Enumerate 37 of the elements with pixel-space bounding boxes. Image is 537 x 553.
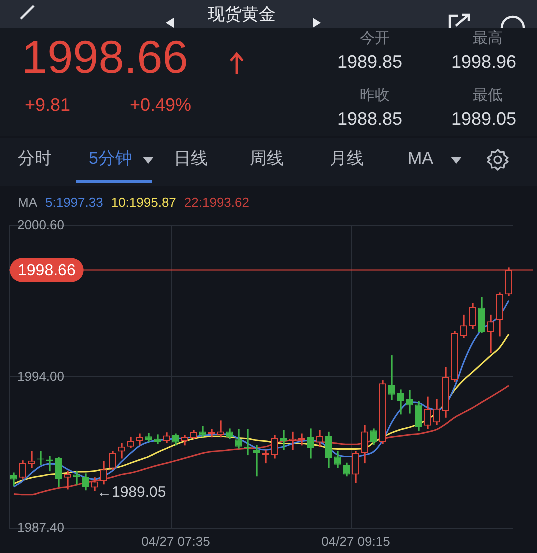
text: 最高 [473,30,503,48]
text: 分时 [18,149,52,170]
candlestick [298,434,306,446]
text: 5分钟 [89,149,132,170]
text: 日线 [174,149,208,170]
legend-title: MA [18,195,38,210]
text: 5:1997.33 [46,195,104,210]
text: +9.81 [25,95,71,117]
text: 1989.05 [451,109,517,131]
text: 昨收 [360,87,390,105]
text: 1998.96 [451,52,517,74]
chart-title: 现货黄金 [208,4,276,26]
text: 1988.85 [337,109,403,131]
y-tick-label: 2000.60 [18,217,64,232]
ref-line-label: 1998.66 [18,262,76,280]
y-tick-label: 1987.40 [18,520,64,536]
x-tick-label: 04/27 07:35 [142,534,210,549]
annotation: ←1989.05 [97,484,166,501]
text: 1998.66 [22,30,188,85]
candlestick [64,470,72,490]
candlestick [253,445,261,477]
candlestick [388,356,396,400]
text: 月线 [330,149,364,170]
text: 1989.85 [337,52,403,74]
candlestick [73,470,81,485]
text: 今开 [360,30,390,48]
y-tick-label: 1994.00 [18,368,64,384]
text: 周线 [250,149,284,170]
text: +0.49% [130,95,192,117]
line-series [13,385,510,496]
candlestick [289,432,297,450]
x-tick-label: 04/27 09:15 [322,534,390,549]
text: 22:1993.62 [184,195,250,210]
text: 最低 [473,87,503,105]
candlestick [280,430,288,450]
text: MA [408,149,434,170]
text: 10:1995.87 [111,195,176,210]
